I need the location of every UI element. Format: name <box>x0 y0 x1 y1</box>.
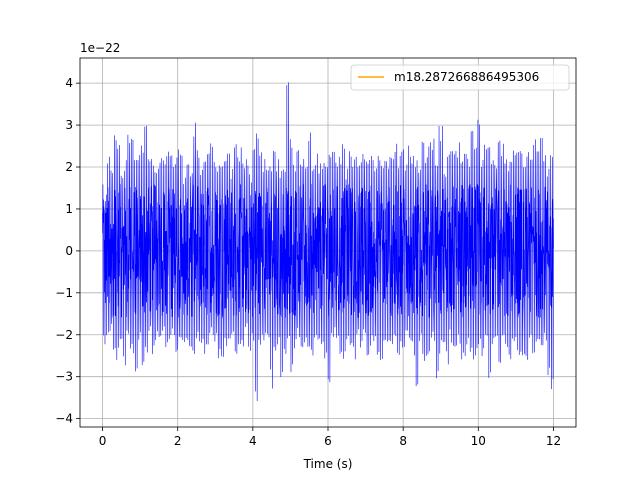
y-tick-label: −2 <box>55 328 73 342</box>
x-tick-label: 0 <box>99 434 107 448</box>
y-tick-label: 3 <box>65 118 73 132</box>
legend-box <box>350 64 570 91</box>
y-tick-label: 2 <box>65 160 73 174</box>
series-line-signal <box>102 82 554 402</box>
x-tick-label: 10 <box>471 434 486 448</box>
y-tick-label: 4 <box>65 76 73 90</box>
x-tick-label: 12 <box>546 434 561 448</box>
x-tick-label: 2 <box>174 434 182 448</box>
x-tick-label: 8 <box>399 434 407 448</box>
y-axis: −4 −3 −2 −1 0 1 2 3 4 <box>55 76 80 426</box>
y-offset-text: 1e−22 <box>80 41 120 55</box>
x-tick-label: 4 <box>249 434 257 448</box>
x-axis: 0 2 4 6 8 10 12 <box>99 427 561 448</box>
plot-area <box>102 82 554 402</box>
y-tick-label: −1 <box>55 286 73 300</box>
x-axis-label: Time (s) <box>303 457 353 471</box>
legend-entry-label: m18.287266886495306 <box>394 70 539 84</box>
legend: m18.287266886495306 <box>350 64 570 91</box>
y-tick-label: −4 <box>55 412 73 426</box>
y-tick-label: 1 <box>65 202 73 216</box>
x-tick-label: 6 <box>324 434 332 448</box>
y-tick-label: −3 <box>55 370 73 384</box>
y-tick-label: 0 <box>65 244 73 258</box>
